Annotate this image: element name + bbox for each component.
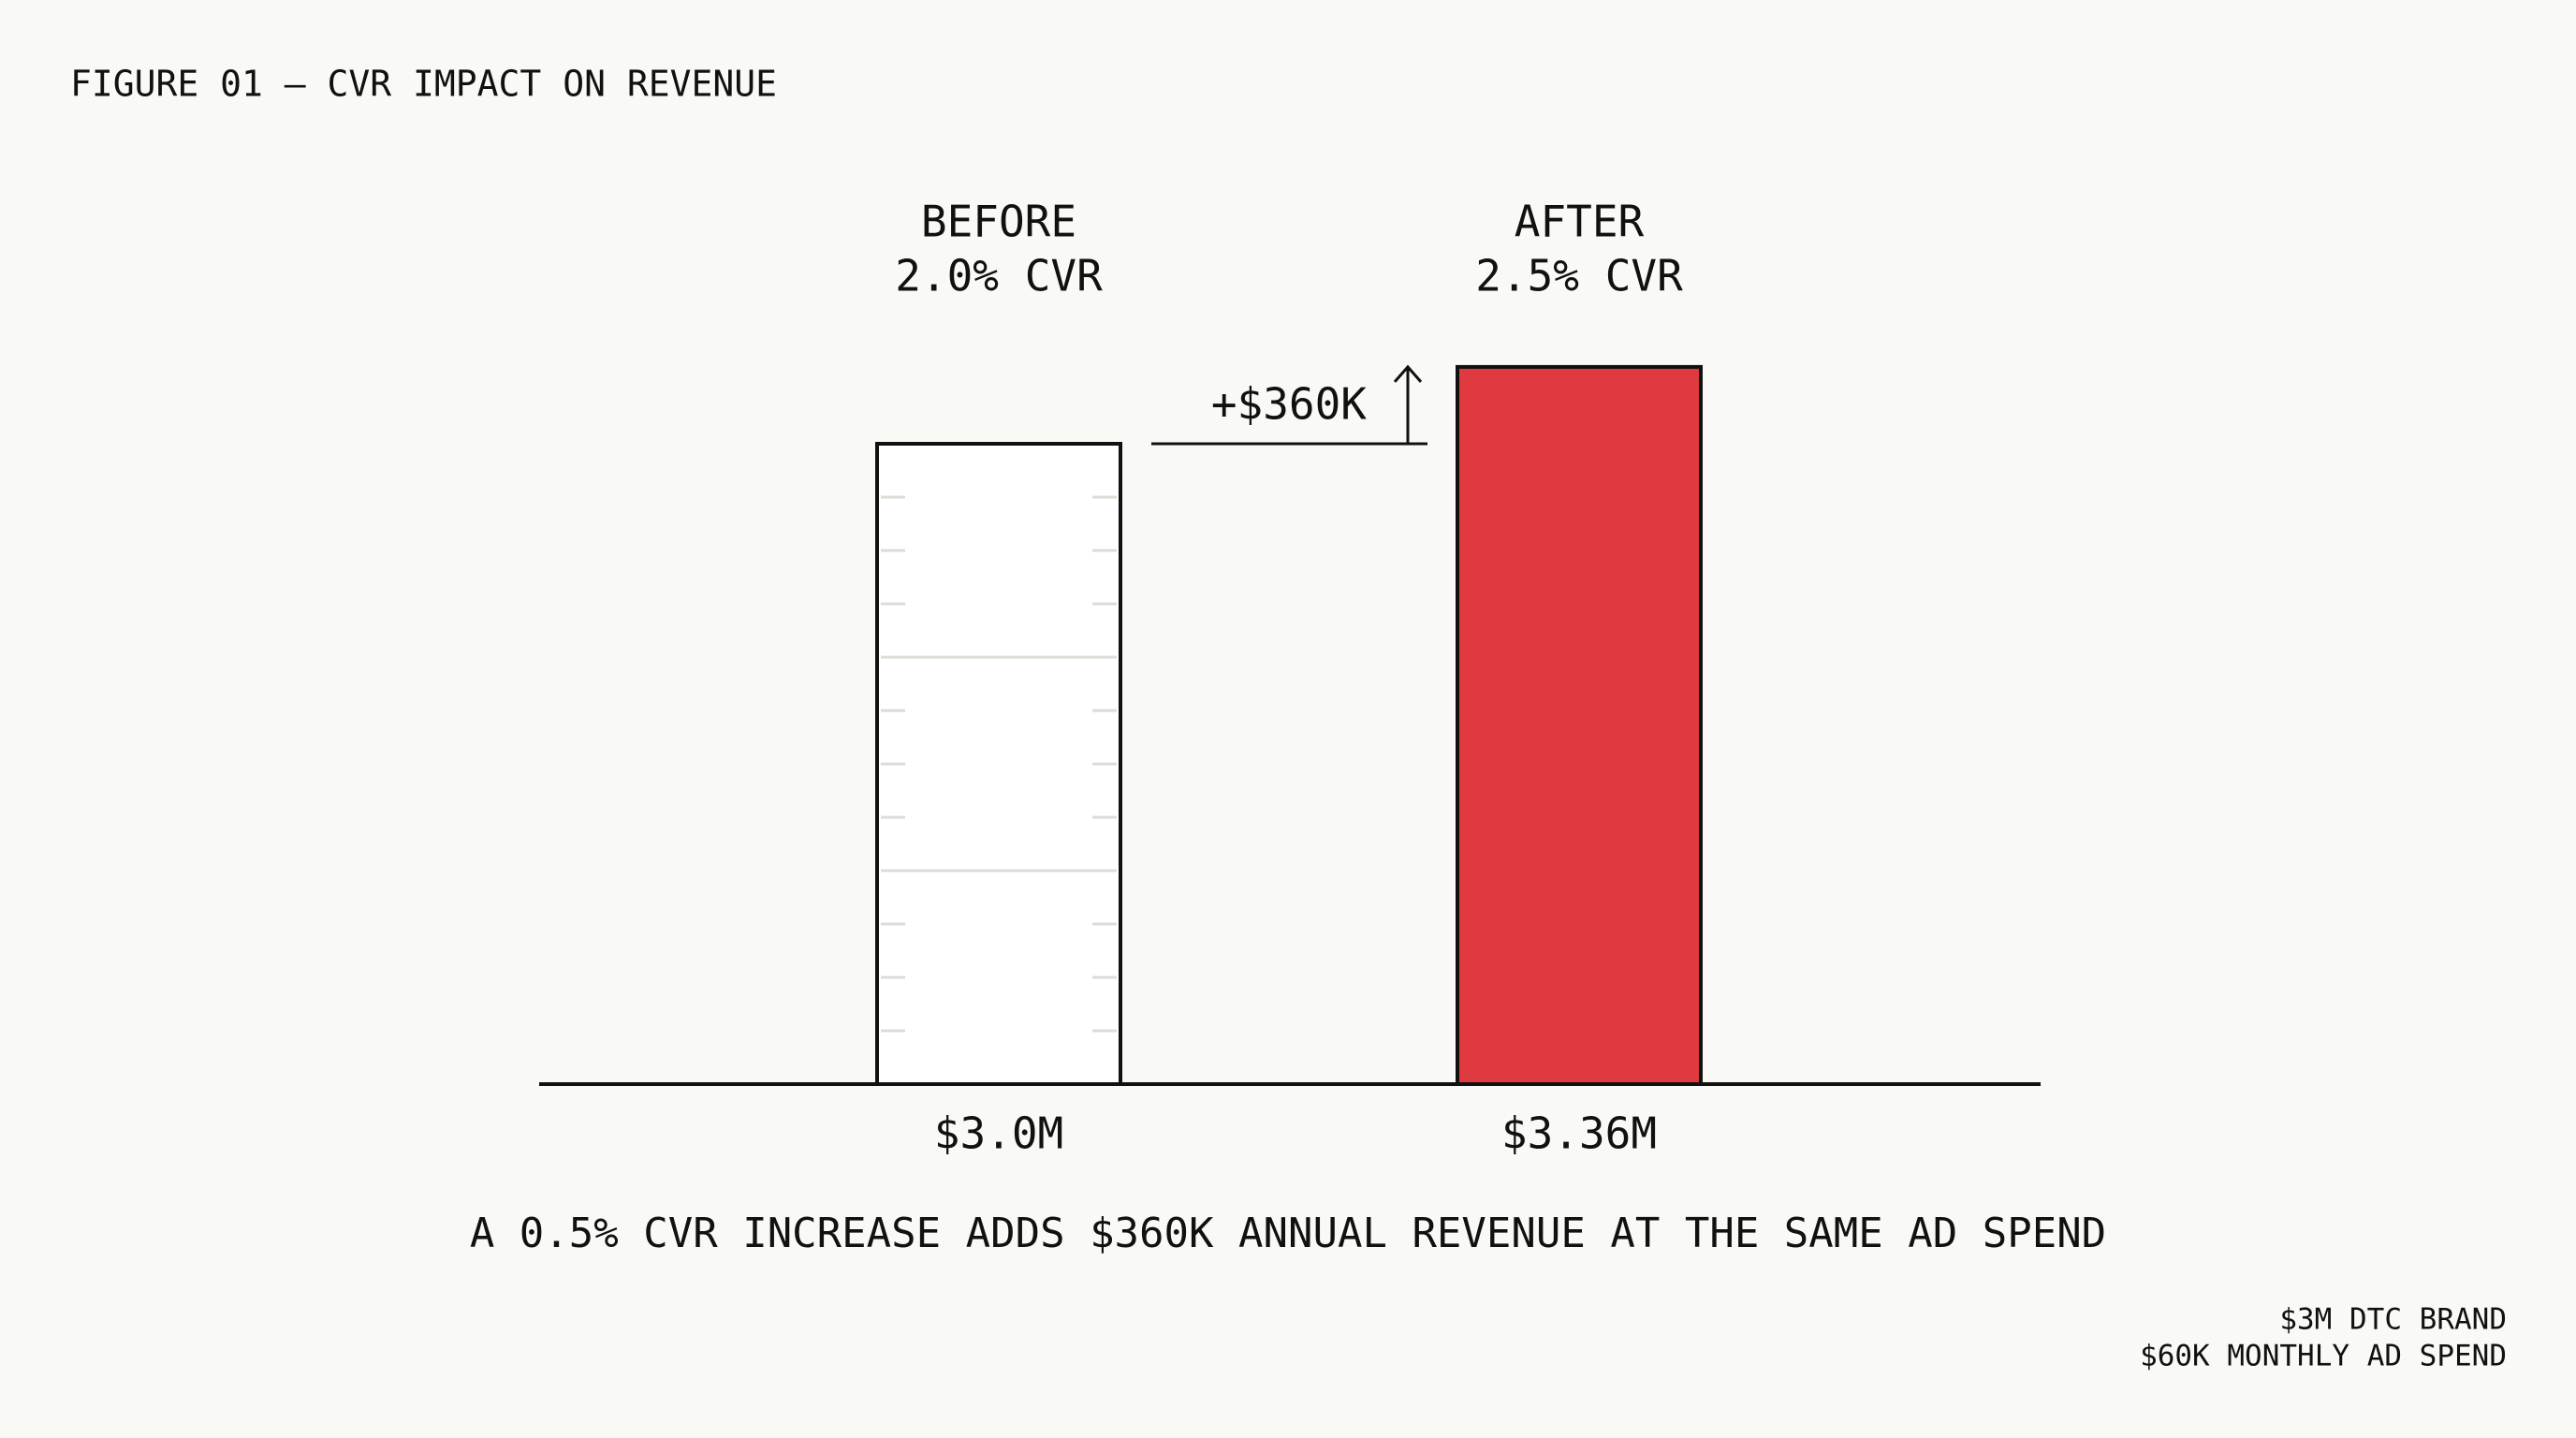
- bar: [1456, 364, 1703, 1087]
- category-sublabel: 2.0% CVR: [895, 251, 1103, 301]
- category-label: AFTER: [1515, 197, 1645, 247]
- footnote: $60K MONTHLY AD SPEND: [2140, 1340, 2507, 1373]
- value-label: $3.36M: [1501, 1108, 1657, 1159]
- chart-title: FIGURE 01 — CVR IMPACT ON REVENUE: [70, 64, 777, 105]
- category-sublabel: 2.5% CVR: [1475, 251, 1683, 301]
- footnote: $3M DTC BRAND: [2279, 1303, 2507, 1337]
- annotation: +$360K: [1211, 378, 1367, 429]
- value-label: $3.0M: [934, 1108, 1063, 1159]
- category-label: BEFORE: [921, 197, 1076, 247]
- annotation-arrowhead: [1393, 364, 1423, 383]
- caption: A 0.5% CVR INCREASE ADDS $360K ANNUAL RE…: [470, 1210, 2106, 1257]
- bar: [875, 442, 1122, 1086]
